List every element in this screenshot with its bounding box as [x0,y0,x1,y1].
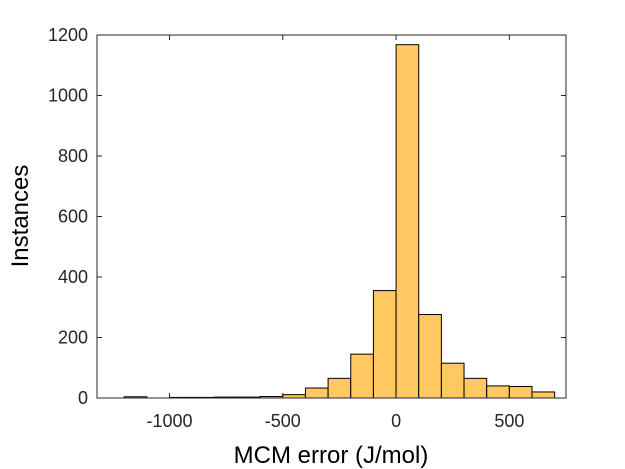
histogram-bar-15 [463,377,488,399]
y-tick-label: 400 [58,267,88,287]
histogram-bar-8 [304,387,329,399]
x-tick-label: -1000 [146,411,192,431]
x-axis-ticks: -1000 -500 0 500 [146,35,524,431]
x-tick-label: -500 [265,411,301,431]
y-axis-ticks: 0 200 400 600 800 1000 1200 [48,25,566,408]
x-tick-label: 0 [391,411,401,431]
x-axis-label: MCM error (J/mol) [234,442,429,469]
x-tick-label: 500 [494,411,524,431]
histogram-bar-13 [418,314,442,399]
histogram-bar-16 [486,385,510,399]
histogram-bar-11 [372,290,397,399]
y-tick-label: 0 [78,388,88,408]
y-tick-label: 200 [58,328,88,348]
histogram-bar-18 [531,391,556,399]
histogram-bar-17 [508,386,533,399]
y-tick-label: 800 [58,146,88,166]
y-tick-label: 1200 [48,25,88,45]
y-tick-label: 1000 [48,86,88,106]
y-axis-label: Instances [7,165,34,268]
histogram-bar-12 [395,44,420,399]
histogram-bar-14 [440,362,465,399]
histogram-bar-10 [350,353,374,399]
y-tick-label: 600 [58,207,88,227]
histogram-bar-9 [327,377,352,399]
histogram-bars [123,44,556,399]
plot-background [97,35,566,398]
